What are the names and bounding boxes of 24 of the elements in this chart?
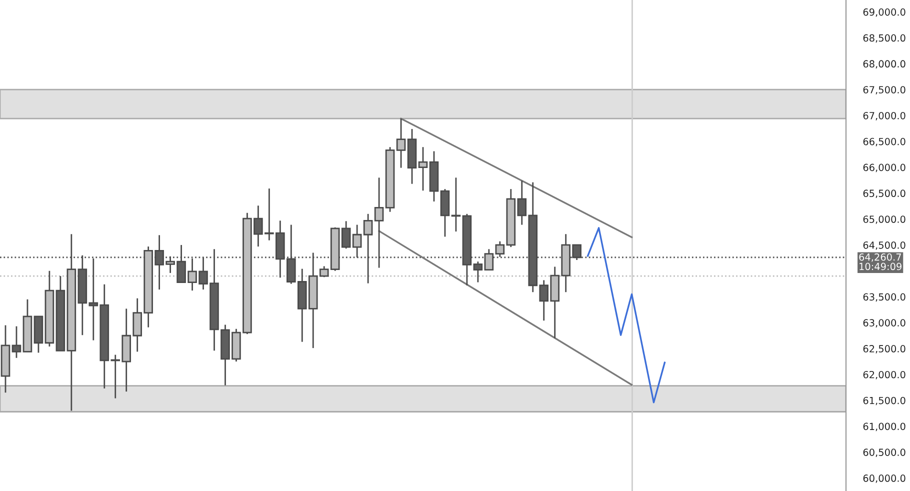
y-tick-label: 63,500.0 [863, 293, 906, 302]
y-tick-label: 65,000.0 [863, 216, 906, 224]
candlestick [473, 260, 483, 283]
y-tick-label: 62,000.0 [863, 370, 906, 380]
ref-line-label: 64,260.7 10:49:09 [859, 253, 902, 270]
line-series [586, 227, 666, 404]
y-tick-label: 66,500.0 [863, 138, 906, 146]
y-tick-label: 60,500.0 [863, 448, 906, 457]
y-tick-label: 60,000.0 [863, 474, 906, 483]
y-tick-label: 61,000.0 [863, 422, 906, 432]
candlestick [418, 146, 428, 192]
y-tick-label: 64,500.0 [863, 241, 906, 250]
y-tick-label: 63,000.0 [863, 319, 906, 328]
y-tick-label: 67,000.0 [863, 112, 906, 120]
y-tick-label: 62,500.0 [863, 345, 906, 354]
y-tick-label: 65,500.0 [863, 190, 906, 198]
y-tick-label: 61,500.0 [863, 396, 906, 406]
y-tick-label: 68,000.0 [863, 60, 906, 69]
y-tick-label: 67,500.0 [863, 86, 906, 94]
y-tick-label: 69,000.0 [863, 8, 906, 17]
candlestick [12, 326, 22, 359]
y-tick-label: 66,000.0 [863, 164, 906, 172]
y-tick-label: 68,500.0 [863, 34, 906, 43]
candlestick [396, 118, 406, 169]
